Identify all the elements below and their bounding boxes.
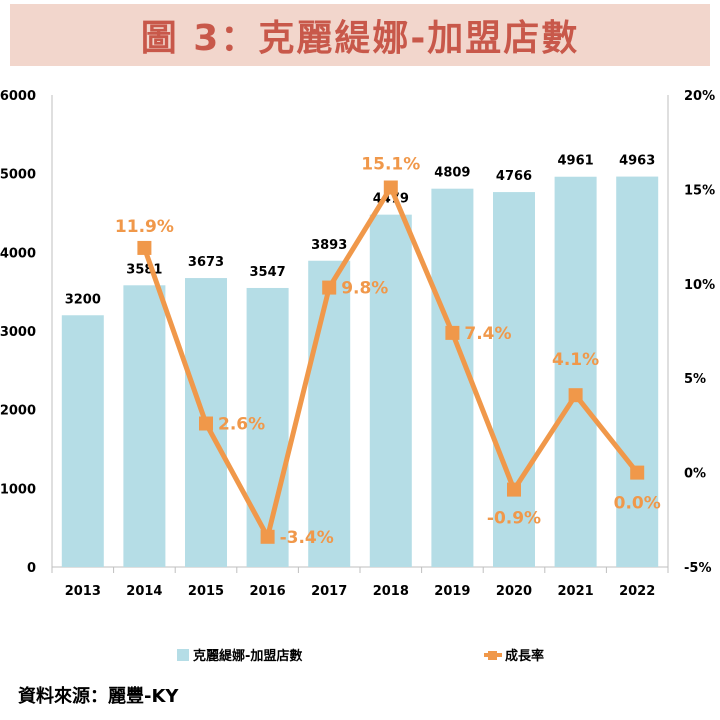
bar: [61, 315, 104, 567]
growth-rate-label: 7.4%: [464, 324, 511, 344]
bar-value-label: 3581: [126, 262, 162, 277]
growth-rate-label: 4.1%: [552, 350, 599, 370]
growth-rate-marker: [383, 180, 398, 195]
source-note: 資料來源：麗豐-KY: [18, 686, 179, 707]
growth-rate-label: -3.4%: [280, 528, 334, 548]
bar: [431, 188, 474, 567]
growth-rate-label: 9.8%: [341, 279, 388, 299]
legend-bar-swatch: [177, 649, 189, 661]
bar: [616, 176, 659, 567]
growth-rate-marker: [322, 280, 337, 295]
y-left-tick-label: 1000: [0, 482, 36, 497]
bar: [369, 214, 412, 568]
legend-line-marker: [488, 651, 497, 660]
bar-value-label: 4961: [558, 154, 594, 169]
bar: [493, 192, 535, 568]
growth-rate-marker: [568, 388, 583, 403]
y-left-tick-label: 3000: [0, 325, 36, 340]
bar: [554, 176, 597, 567]
x-tick-label: 2021: [558, 584, 594, 599]
growth-rate-label: 0.0%: [614, 494, 661, 514]
x-tick-label: 2015: [188, 584, 224, 599]
growth-rate-marker: [630, 465, 645, 480]
chart-title: 圖 3：克麗緹娜-加盟店數: [140, 18, 580, 59]
bar-value-label: 4766: [496, 169, 532, 184]
bar: [123, 285, 166, 567]
x-tick-label: 2018: [373, 584, 409, 599]
legend-bar-label: 克麗緹娜-加盟店數: [193, 648, 302, 664]
bar: [308, 260, 351, 567]
bar: [246, 287, 289, 567]
bar-value-label: 4809: [434, 166, 470, 181]
growth-rate-marker: [260, 529, 275, 544]
x-tick-label: 2019: [434, 584, 470, 599]
x-tick-label: 2014: [126, 584, 162, 599]
title-banner: 圖 3：克麗緹娜-加盟店數: [10, 4, 710, 66]
y-right-tick-label: 5%: [684, 372, 706, 387]
growth-rate-label: -0.9%: [487, 509, 541, 529]
bar-value-label: 3673: [188, 255, 224, 270]
growth-rate-label: 2.6%: [218, 415, 265, 435]
growth-rate-label: 15.1%: [361, 155, 420, 175]
y-right-tick-label: 10%: [684, 278, 715, 293]
y-left-tick-label: 6000: [0, 89, 36, 104]
y-left-tick-label: 2000: [0, 404, 36, 419]
y-left-tick-label: 5000: [0, 168, 36, 183]
y-left-tick-label: 0: [27, 561, 36, 576]
x-tick-label: 2020: [496, 584, 532, 599]
bar-value-label: 3547: [250, 265, 286, 280]
legend-line-label: 成長率: [505, 648, 544, 664]
x-tick-label: 2016: [250, 584, 286, 599]
growth-rate-marker: [199, 416, 213, 431]
x-tick-label: 2017: [311, 584, 347, 599]
bar-value-label: 4963: [619, 154, 655, 169]
y-right-tick-label: 15%: [684, 183, 715, 198]
x-tick-label: 2022: [619, 584, 655, 599]
growth-rate-marker: [137, 240, 152, 255]
growth-rate-label: 11.9%: [115, 217, 174, 237]
x-tick-label: 2013: [65, 584, 101, 599]
y-right-tick-label: 20%: [684, 89, 715, 104]
bar-value-label: 3200: [65, 292, 101, 307]
y-right-tick-label: 0%: [684, 467, 706, 482]
y-right-tick-label: -5%: [684, 561, 711, 576]
bar-value-label: 3893: [311, 238, 347, 253]
y-left-tick-label: 4000: [0, 246, 36, 261]
growth-rate-marker: [445, 325, 460, 340]
growth-rate-marker: [507, 482, 521, 497]
chart: 0 1000 2000 3000 4000 5000 6000 -5% 0% 5% 10% 15% 20…: [0, 89, 715, 664]
